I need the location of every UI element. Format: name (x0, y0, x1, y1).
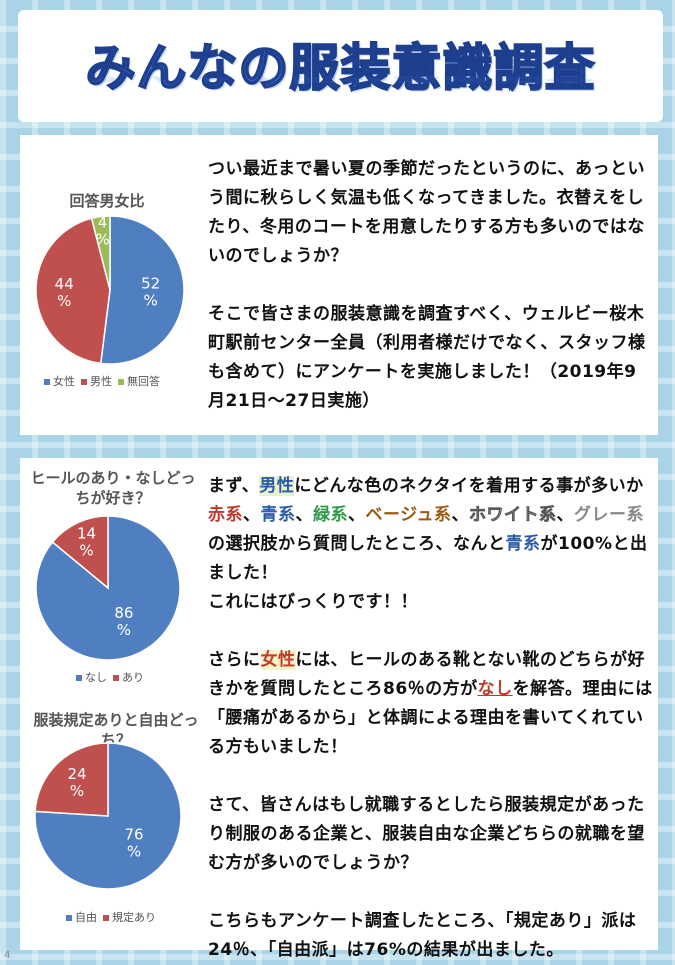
legend-swatch (66, 914, 72, 921)
text-run: これにはびっくりです！！ (208, 592, 418, 612)
page-title: みんなの服装意識調査 (85, 38, 596, 98)
text-run: にどんな色のネクタイを着用する事が多いか (294, 476, 644, 496)
chart-title-gender: 回答男女比 (69, 192, 145, 210)
text-run: 、 (556, 505, 574, 525)
dresscode-question-paragraph: さて、皆さんはもし就職するとしたら服装規定があったり制服のある企業と、服装自由な… (208, 795, 645, 873)
pie-slice-女性 (99, 215, 185, 365)
intro-text: つい最近まで暑い夏の季節だったというのに、あっという間に秋らしく気温も低くなって… (208, 155, 653, 416)
legend-label: あり (122, 671, 144, 684)
legend-item-あり: あり (107, 671, 144, 684)
pie-label-男性: 44% (55, 275, 74, 310)
text-run: 、 (348, 505, 366, 525)
legend-label: 自由 (75, 911, 97, 924)
legend-swatch (113, 674, 119, 681)
legend-swatch (76, 674, 82, 681)
pie-chart-gender: 52 % 44 % 4% (35, 213, 185, 365)
highlight-women: 女性 (260, 650, 296, 670)
option-white: ホワイト系 (468, 505, 557, 526)
text-run: が100%と出ました！ (208, 534, 648, 583)
pie-label-自由: 76% (124, 826, 143, 861)
legend-item-女性: 女性 (38, 375, 75, 388)
tie-paragraph: まず、男性にどんな色のネクタイを着用する事が多いか赤系、青系、緑系、ベージュ系、… (208, 472, 653, 617)
legend-item-自由: 自由 (60, 911, 97, 924)
dresscode-result-paragraph: こちらもアンケート調査したところ、「規定あり」派は24％、「自由派」は76%の結… (208, 911, 637, 960)
legend-label: 女性 (53, 375, 75, 388)
survey-text: まず、男性にどんな色のネクタイを着用する事が多いか赤系、青系、緑系、ベージュ系、… (208, 472, 653, 965)
intro-paragraph-1: つい最近まで暑い夏の季節だったというのに、あっという間に秋らしく気温も低くなって… (208, 159, 645, 266)
pie-slice-あり (51, 515, 109, 590)
legend-label: 男性 (90, 375, 112, 388)
text-run: まず、 (208, 476, 260, 496)
text-run: を解答。理由には「腰痛があるから」と体調による理由を書いてくれている方もいました… (208, 679, 653, 757)
intro-paragraph-2: そこで皆さまの服装意識を調査すべく、ウェルビー桜木町駅前センター全員（利用者様だ… (208, 304, 646, 411)
page-number: 4 (4, 950, 11, 961)
pie-slice-規定あり (34, 742, 109, 817)
legend-item-規定あり: 規定あり (97, 911, 156, 924)
legend-label: なし (85, 671, 107, 684)
pie-slice-男性 (35, 217, 111, 365)
text-run: 、 (295, 505, 313, 525)
result-blue: 青系 (505, 534, 541, 554)
pie-label-女性: 52% (141, 275, 160, 310)
legend-swatch (81, 378, 87, 385)
legend-label: 規定あり (112, 911, 156, 924)
chart-legend-heels: なし あり (70, 669, 144, 685)
chart-legend-gender: 女性 男性 無回答 (38, 373, 160, 389)
legend-swatch (44, 378, 50, 385)
legend-item-無回答: 無回答 (112, 375, 160, 388)
legend-swatch (118, 378, 124, 385)
option-blue: 青系 (260, 505, 296, 525)
highlight-none: なし (477, 679, 513, 699)
survey-panel-gender: 回答男女比 52% 44% 4% 女性 男性 無回答 つい最近まで暑い夏の季節だったとい… (20, 135, 658, 435)
pie-label-規定あり: 24% (67, 765, 86, 800)
survey-panel-details: ヒールのあり・なしどっちが好き？ 86% 14% なし あり 服装規定ありと自由どっ… (20, 458, 658, 960)
option-red: 赤系 (208, 505, 243, 525)
text-run: 、 (243, 505, 261, 525)
option-green: 緑系 (313, 505, 348, 525)
chart-legend-dresscode: 自由 規定あり (60, 909, 156, 925)
heel-paragraph: さらに女性には、ヒールのある靴とない靴のどちらが好きかを質問したところ86％の方… (208, 646, 653, 762)
pie-slice-なし (35, 515, 181, 661)
pie-label-なし: 86% (114, 604, 133, 639)
pie-chart-heels: 86 % 14% (35, 515, 181, 661)
title-banner: みんなの服装意識調査 みんなの服装意識調査 (18, 10, 663, 122)
text-run: 、 (451, 505, 469, 525)
highlight-men: 男性 (259, 476, 295, 496)
pie-chart-dresscode: 76 % 24% (34, 742, 182, 890)
pie-label-無回答: 4% (95, 213, 109, 248)
chart-title-heels: ヒールのあり・なしどっちが好き？ (30, 469, 196, 507)
pie-slice-無回答 (90, 215, 111, 291)
text-run: には、ヒールのある靴とない靴のどちらが好きかを質問したところ86％の方が (208, 650, 645, 699)
legend-swatch (103, 914, 109, 921)
option-gray: グレー系 (573, 505, 644, 525)
legend-item-なし: なし (70, 671, 107, 684)
text-run: さらに (208, 650, 261, 670)
pie-label-あり: 14% (77, 524, 96, 559)
page-title-reflection: みんなの服装意識調査 (18, 77, 663, 91)
legend-label: 無回答 (127, 375, 160, 388)
option-beige: ベージュ系 (365, 505, 452, 525)
legend-item-男性: 男性 (75, 375, 112, 388)
text-run: の選択肢から質問したところ、なんと (208, 534, 506, 554)
